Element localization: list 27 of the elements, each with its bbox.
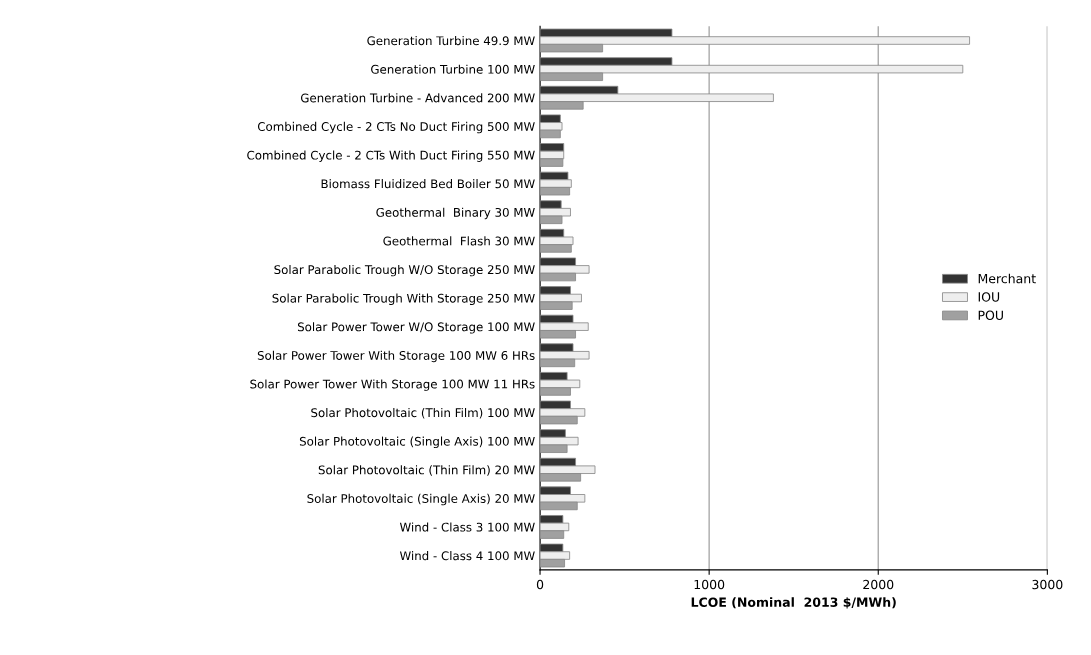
legend-label: IOU — [978, 292, 1000, 302]
y-tick-label: Solar Photovoltaic (Thin Film) 100 MW — [311, 407, 535, 419]
x-tick-label: 2000 — [863, 579, 894, 590]
y-tick-label: Generation Turbine 100 MW — [371, 64, 535, 74]
y-tick-label: Solar Power Tower With Storage 100 MW 6 HRs — [257, 350, 535, 363]
y-tick-label: Geothermal Flash 30 MW — [383, 236, 535, 246]
y-tick-label: Generation Turbine - Advanced 200 MW — [300, 93, 535, 103]
x-tick-label: 0 — [536, 579, 544, 590]
y-tick-label: Geothermal Binary 30 MW — [376, 207, 535, 220]
y-tick-label: Solar Photovoltaic (Single Axis) 20 MW — [307, 493, 535, 506]
legend-label: POU — [978, 310, 1003, 320]
y-tick-label: Wind - Class 4 100 MW — [399, 551, 535, 561]
y-tick-label: Wind - Class 3 100 MW — [399, 522, 535, 532]
y-tick-label: Combined Cycle - 2 CTs No Duct Firing 500 MW — [257, 121, 535, 134]
x-tick-label: 1000 — [694, 579, 725, 590]
y-tick-label: Solar Parabolic Trough W/O Storage 250 MW — [274, 264, 535, 277]
x-tick-label: 3000 — [1032, 579, 1063, 590]
y-tick-label: Generation Turbine 49.9 MW — [367, 36, 535, 46]
y-tick-label: Solar Photovoltaic (Thin Film) 20 MW — [318, 465, 535, 476]
y-tick-label: Biomass Fluidized Bed Boiler 50 MW — [321, 179, 535, 189]
y-tick-label: Solar Power Tower With Storage 100 MW 11 HRs — [250, 379, 535, 391]
x-axis-title: LCOE (Nominal 2013 $/MWh) — [691, 597, 896, 609]
y-tick-label: Solar Photovoltaic (Single Axis) 100 MW — [299, 436, 535, 449]
y-tick-label: Solar Power Tower W/O Storage 100 MW — [297, 322, 535, 334]
legend-label: Merchant — [978, 273, 1036, 284]
y-tick-label: Solar Parabolic Trough With Storage 250 MW — [272, 293, 535, 305]
y-tick-label: Combined Cycle - 2 CTs With Duct Firing 550 MW — [247, 150, 535, 162]
